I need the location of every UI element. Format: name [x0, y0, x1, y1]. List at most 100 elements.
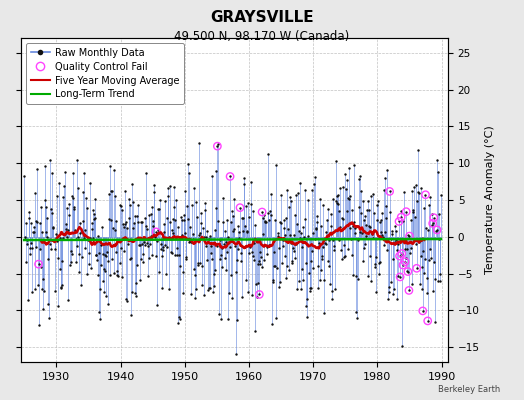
Point — [381, 175, 389, 181]
Point — [165, 286, 173, 292]
Point — [177, 232, 185, 238]
Point — [165, 234, 173, 240]
Point — [154, 226, 162, 233]
Point — [259, 212, 268, 218]
Point — [402, 208, 410, 215]
Point — [237, 294, 246, 301]
Point — [258, 231, 267, 238]
Point — [35, 322, 43, 328]
Point — [215, 256, 224, 262]
Point — [58, 282, 67, 288]
Point — [414, 189, 422, 195]
Point — [226, 173, 234, 180]
Point — [119, 221, 127, 227]
Point — [421, 192, 430, 198]
Point — [133, 213, 141, 220]
Point — [244, 200, 253, 207]
Point — [422, 274, 431, 281]
Point — [226, 173, 234, 180]
Point — [403, 268, 412, 275]
Point — [396, 274, 405, 280]
Point — [102, 253, 110, 259]
Point — [71, 236, 80, 242]
Point — [105, 163, 114, 170]
Point — [421, 192, 430, 198]
Point — [344, 195, 353, 201]
Point — [88, 220, 96, 226]
Point — [141, 215, 149, 222]
Point — [351, 230, 359, 236]
Point — [267, 212, 275, 218]
Point — [389, 291, 398, 298]
Point — [320, 310, 329, 316]
Point — [369, 191, 377, 198]
Point — [185, 239, 193, 246]
Point — [88, 226, 96, 232]
Point — [143, 226, 151, 232]
Point — [153, 302, 161, 308]
Point — [51, 230, 60, 237]
Point — [430, 214, 438, 221]
Point — [75, 269, 83, 276]
Point — [294, 228, 303, 234]
Point — [418, 263, 427, 270]
Point — [31, 189, 39, 196]
Point — [434, 211, 443, 217]
Point — [204, 287, 212, 294]
Point — [433, 227, 441, 233]
Point — [305, 270, 313, 276]
Point — [100, 289, 108, 296]
Point — [365, 223, 373, 230]
Point — [398, 250, 406, 257]
Point — [93, 233, 102, 239]
Point — [108, 188, 116, 194]
Point — [100, 266, 108, 273]
Point — [334, 192, 342, 198]
Point — [151, 252, 160, 259]
Point — [257, 254, 265, 260]
Point — [391, 228, 400, 234]
Point — [122, 296, 130, 302]
Point — [135, 242, 143, 248]
Point — [26, 250, 34, 257]
Point — [162, 271, 170, 278]
Point — [424, 257, 433, 264]
Point — [256, 261, 265, 268]
Point — [317, 266, 325, 273]
Point — [216, 237, 224, 243]
Point — [29, 229, 38, 235]
Point — [30, 286, 39, 292]
Point — [346, 192, 355, 199]
Point — [367, 277, 375, 284]
Point — [261, 218, 270, 224]
Point — [83, 271, 91, 277]
Point — [301, 260, 310, 266]
Point — [191, 272, 200, 278]
Point — [81, 226, 90, 233]
Point — [371, 261, 379, 267]
Point — [213, 143, 222, 149]
Point — [72, 258, 80, 265]
Point — [129, 199, 138, 205]
Point — [285, 266, 293, 273]
Point — [235, 228, 244, 235]
Point — [400, 189, 408, 196]
Point — [117, 203, 126, 210]
Point — [311, 225, 320, 231]
Point — [214, 141, 222, 148]
Point — [347, 236, 355, 242]
Point — [307, 284, 315, 291]
Point — [345, 195, 354, 202]
Point — [43, 256, 52, 263]
Point — [310, 173, 319, 180]
Point — [73, 157, 81, 163]
Point — [41, 163, 49, 169]
Point — [123, 224, 132, 231]
Point — [37, 204, 46, 210]
Point — [34, 282, 42, 288]
Point — [357, 187, 366, 194]
Point — [306, 284, 314, 291]
Point — [197, 220, 205, 226]
Point — [258, 209, 266, 215]
Point — [118, 274, 127, 280]
